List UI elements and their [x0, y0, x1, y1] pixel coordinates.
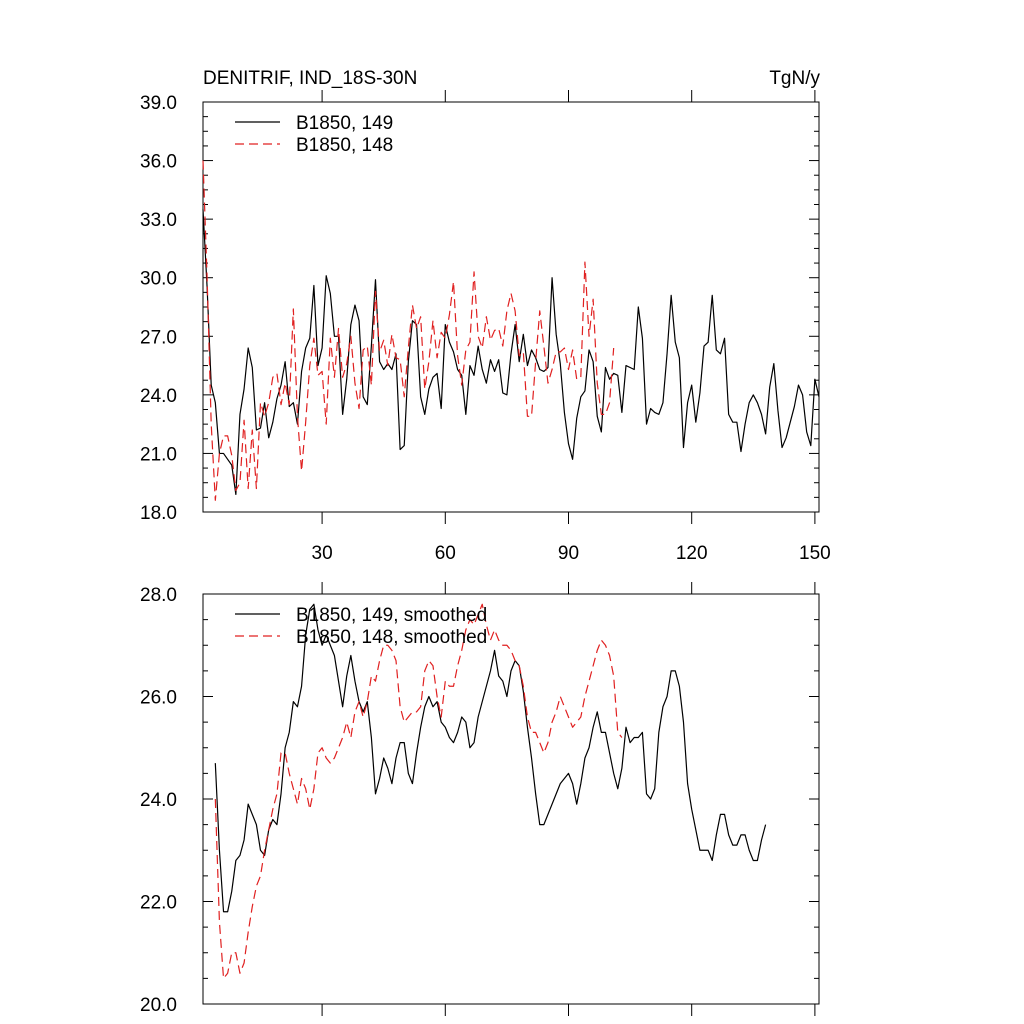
top-series-group [202, 160, 820, 501]
top-y-tick-labels: 18.0 21.0 24.0 27.0 30.0 33.0 36.0 39.0 [140, 93, 177, 524]
y-tick-label: 33.0 [140, 210, 177, 231]
y-tick-label: 30.0 [140, 269, 177, 290]
y-tick-label: 27.0 [140, 327, 177, 348]
bottom-y-tick-labels: 20.0 22.0 24.0 26.0 28.0 [140, 585, 177, 1016]
bottom-axis-ticks [203, 582, 819, 1016]
x-tick-label: 30 [312, 543, 333, 564]
bottom-plot-frame [202, 593, 820, 1005]
y-tick-label: 22.0 [140, 893, 177, 914]
top-chart-units: TgN/y [769, 68, 820, 89]
bottom-series-group [214, 603, 767, 979]
y-tick-label: 36.0 [140, 152, 177, 173]
y-tick-label: 26.0 [140, 688, 177, 709]
y-tick-label: 24.0 [140, 790, 177, 811]
top-series-line-2 [202, 160, 615, 501]
bottom-legend-label-1: B1850, 149, smoothed [296, 605, 487, 626]
top-x-tick-labels: 30 60 90 120 150 [312, 543, 831, 564]
y-tick-label: 39.0 [140, 93, 177, 114]
top-legend-label-2: B1850, 148 [296, 135, 393, 156]
x-tick-label: 120 [676, 543, 708, 564]
y-tick-label: 20.0 [140, 995, 177, 1016]
bottom-panel: 20.0 22.0 24.0 26.0 28.0 B1850, 149, smoothe… [140, 582, 820, 1016]
top-plot-frame [202, 101, 820, 513]
top-legend-label-1: B1850, 149 [296, 113, 393, 134]
y-tick-label: 21.0 [140, 444, 177, 465]
bottom-series-line-2 [214, 603, 623, 979]
bottom-legend-label-2: B1850, 148, smoothed [296, 627, 487, 648]
x-tick-label: 90 [558, 543, 579, 564]
top-chart-title: DENITRIF, IND_18S-30N [203, 68, 417, 89]
top-panel: DENITRIF, IND_18S-30N TgN/y 18.0 21.0 24.0… [140, 68, 831, 564]
y-tick-label: 28.0 [140, 585, 177, 606]
x-tick-label: 150 [799, 543, 831, 564]
y-tick-label: 18.0 [140, 503, 177, 524]
x-tick-label: 60 [435, 543, 456, 564]
y-tick-label: 24.0 [140, 386, 177, 407]
bottom-series-line-1 [214, 603, 767, 913]
top-series-line-1 [202, 209, 820, 496]
